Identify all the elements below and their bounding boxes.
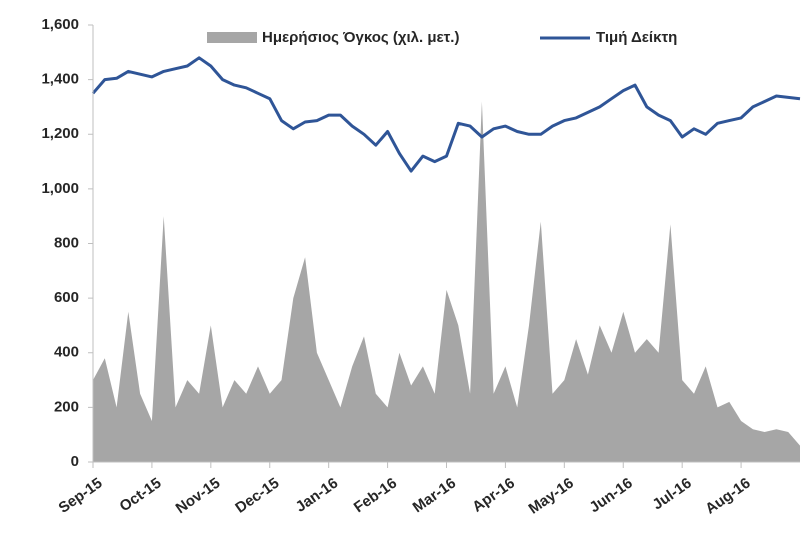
y-tick-label: 400 — [54, 344, 79, 361]
y-tick-label: 600 — [54, 289, 79, 306]
x-tick-label: Dec-15 — [232, 475, 282, 517]
y-tick-label: 1,200 — [41, 125, 79, 142]
x-tick-label: Apr-16 — [469, 475, 518, 516]
legend-label: Τιμή Δείκτη — [596, 29, 677, 46]
y-tick-label: 1,600 — [41, 16, 79, 33]
index-line — [91, 56, 801, 173]
x-tick-label: Nov-15 — [173, 475, 224, 518]
y-tick-label: 800 — [54, 234, 79, 251]
x-tick-label: Oct-15 — [116, 475, 164, 516]
x-tick-label: Jan-16 — [293, 475, 342, 516]
x-tick-label: May-16 — [525, 475, 576, 518]
x-tick-label: Feb-16 — [351, 475, 400, 517]
x-tick-label: Sep-15 — [56, 475, 106, 517]
x-tick-label: Aug-16 — [702, 475, 753, 518]
x-tick-label: Jun-16 — [586, 475, 635, 517]
legend-swatch — [207, 32, 257, 43]
y-tick-label: 1,400 — [41, 71, 79, 88]
y-tick-label: 1,000 — [41, 180, 79, 197]
y-tick-label: 200 — [54, 398, 79, 415]
y-tick-label: 0 — [71, 453, 79, 470]
x-tick-label: Jul-16 — [649, 475, 694, 514]
legend-label: Ημερήσιος Όγκος (χιλ. μετ.) — [262, 29, 459, 46]
x-tick-label: Mar-16 — [410, 475, 459, 517]
volume-area — [93, 101, 800, 462]
